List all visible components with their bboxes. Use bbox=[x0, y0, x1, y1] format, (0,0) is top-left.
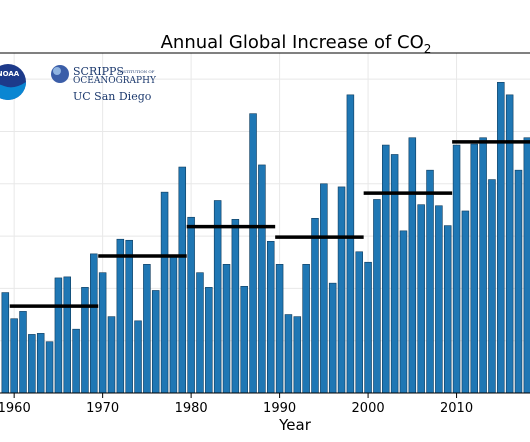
scripps-globe-highlight bbox=[53, 67, 61, 75]
x-tick-label: 2000 bbox=[352, 401, 385, 416]
scripps-globe-icon bbox=[51, 65, 69, 83]
bar-2002 bbox=[382, 144, 390, 394]
bar-1988 bbox=[258, 164, 266, 394]
bar-1981 bbox=[196, 272, 204, 394]
bar-1974 bbox=[134, 320, 142, 394]
bar-1960 bbox=[10, 318, 18, 394]
bar-1983 bbox=[213, 200, 222, 394]
bar-2018 bbox=[523, 137, 530, 394]
bar-1996 bbox=[328, 282, 337, 394]
bar-1969 bbox=[90, 253, 98, 394]
bar-1970 bbox=[98, 272, 107, 394]
bar-1975 bbox=[143, 264, 151, 394]
bar-1997 bbox=[337, 186, 346, 394]
bar-1991 bbox=[284, 314, 293, 394]
bar-1973 bbox=[125, 239, 133, 394]
bar-1993 bbox=[302, 264, 310, 394]
bar-1978 bbox=[169, 254, 178, 394]
bar-1965 bbox=[54, 277, 63, 394]
bar-2004 bbox=[399, 230, 408, 394]
x-tick-label: 1990 bbox=[263, 401, 296, 416]
bar-2003 bbox=[390, 154, 399, 394]
bar-1999 bbox=[355, 251, 363, 394]
scripps-oceanography: OCEANOGRAPHY bbox=[73, 76, 157, 86]
bar-1979 bbox=[178, 166, 187, 394]
bar-2001 bbox=[373, 199, 381, 394]
x-ticks: 1960 1970 1980 1990 2000 2010 bbox=[0, 393, 473, 416]
bar-1966 bbox=[63, 276, 71, 394]
x-axis-label: Year bbox=[278, 416, 312, 434]
x-tick-label: 2010 bbox=[440, 401, 473, 416]
bar-2014 bbox=[488, 179, 496, 394]
bar-2005 bbox=[408, 137, 417, 394]
bar-1998 bbox=[346, 94, 355, 394]
bar-1984 bbox=[222, 264, 231, 394]
chart-title: Annual Global Increase of CO2 bbox=[161, 32, 432, 56]
scripps-logo: SCRIPPS INSTITUTION OF OCEANOGRAPHY UC S… bbox=[51, 65, 157, 103]
bar-2000 bbox=[364, 261, 372, 394]
bar-1972 bbox=[116, 238, 125, 394]
noaa-logo-text: NOAA bbox=[0, 70, 20, 78]
noaa-logo-wave bbox=[0, 82, 26, 100]
decade-average-lines bbox=[9, 140, 530, 308]
bar-series bbox=[1, 81, 530, 394]
x-tick-label: 1970 bbox=[86, 401, 119, 416]
bar-1986 bbox=[240, 285, 248, 394]
bar-2010 bbox=[452, 144, 461, 394]
x-tick-label: 1980 bbox=[175, 401, 208, 416]
bar-1980 bbox=[187, 216, 195, 394]
bar-1987 bbox=[249, 113, 257, 394]
bar-2006 bbox=[417, 204, 425, 394]
bar-1964 bbox=[45, 341, 54, 394]
noaa-logo: NOAA bbox=[0, 64, 26, 100]
bar-2012 bbox=[470, 143, 479, 394]
bar-1971 bbox=[107, 316, 116, 394]
bar-1977 bbox=[160, 191, 169, 394]
scripps-name: SCRIPPS bbox=[73, 65, 124, 78]
bar-1989 bbox=[267, 241, 275, 394]
bar-1959 bbox=[1, 292, 10, 394]
bar-1990 bbox=[275, 264, 284, 394]
bar-1968 bbox=[81, 287, 89, 394]
bar-1961 bbox=[19, 311, 27, 394]
bar-1994 bbox=[311, 217, 319, 394]
bar-2008 bbox=[435, 205, 443, 394]
bar-1963 bbox=[36, 333, 45, 394]
scripps-institution: INSTITUTION OF bbox=[118, 69, 155, 74]
bar-1995 bbox=[320, 183, 328, 394]
bar-1982 bbox=[205, 287, 213, 394]
bar-1992 bbox=[293, 316, 302, 394]
bar-1976 bbox=[151, 290, 160, 394]
x-tick-label: 1960 bbox=[0, 401, 31, 416]
bar-1967 bbox=[72, 328, 80, 394]
bar-2017 bbox=[514, 169, 523, 394]
bar-1962 bbox=[28, 334, 36, 394]
ucsd-logo-text: UC San Diego bbox=[73, 90, 152, 103]
bar-1985 bbox=[231, 219, 240, 394]
bar-2007 bbox=[426, 169, 434, 394]
bar-2013 bbox=[479, 137, 487, 394]
bar-2015 bbox=[497, 81, 505, 394]
bar-2016 bbox=[505, 94, 514, 394]
bar-2009 bbox=[443, 225, 452, 394]
bar-2011 bbox=[461, 210, 470, 394]
